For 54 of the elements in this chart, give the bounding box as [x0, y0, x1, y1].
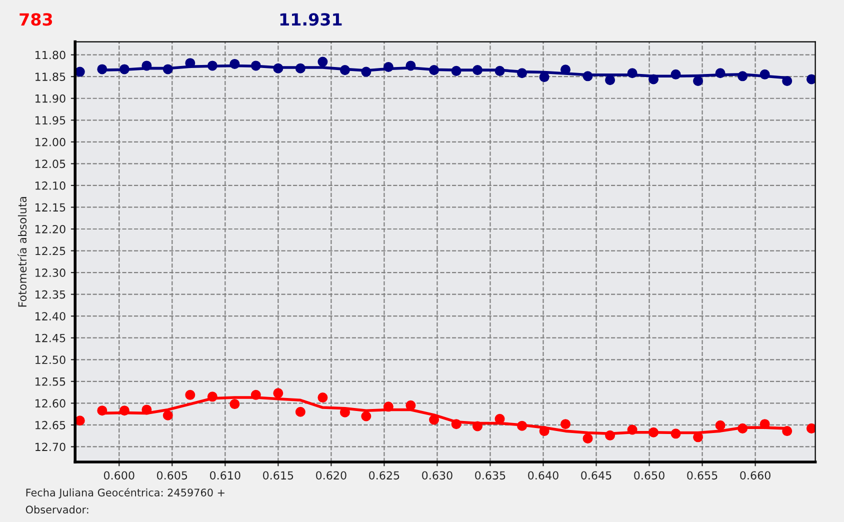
y-tick-label: 12.20 [36, 224, 66, 234]
x-tick-label: 0.615 [262, 471, 294, 480]
y-tick-label: 12.10 [36, 181, 66, 190]
point [75, 416, 85, 426]
x-tick-label: 0.645 [581, 471, 612, 480]
point [806, 74, 816, 84]
x-tick-label: 0.600 [104, 471, 134, 480]
x-tick-label: 0.650 [634, 471, 664, 480]
point [162, 410, 173, 420]
point [318, 392, 328, 403]
point [582, 433, 593, 444]
point [75, 66, 85, 77]
y-tick-label: 12.65 [36, 420, 66, 430]
x-tick-label: 0.660 [740, 471, 770, 480]
y-tick-label: 12.40 [36, 312, 66, 320]
x-tick-label: 0.625 [369, 471, 400, 480]
y-tick-label: 12.60 [36, 399, 66, 408]
y-tick-label: 11.85 [36, 72, 66, 81]
point [560, 419, 571, 430]
y-tick-label: 12.45 [36, 334, 66, 342]
point [605, 75, 616, 86]
text: 11.931 [280, 13, 342, 26]
x-tick-label: 0.630 [422, 471, 452, 480]
y-tick-label: 12.35 [36, 290, 66, 299]
point [230, 399, 240, 410]
y-axis-title: Fotometría absoluta [18, 197, 27, 307]
y-tick-label: 12.15 [36, 203, 66, 212]
y-tick-label: 12.55 [36, 377, 66, 386]
y-tick-label: 12.70 [36, 442, 66, 452]
text: Fecha Juliana Geocéntrica: 2459760 + [26, 488, 224, 498]
point [806, 423, 816, 434]
point [185, 390, 196, 400]
y-tick-label: 12.00 [36, 138, 66, 146]
point [273, 388, 284, 398]
point [715, 420, 726, 430]
text: 783 [20, 13, 52, 26]
text: Observador: [26, 505, 88, 514]
y-tick-label: 12.30 [36, 268, 66, 277]
y-tick-label: 11.95 [36, 116, 66, 125]
point [361, 411, 372, 422]
x-tick-label: 0.635 [475, 471, 506, 480]
x-tick-label: 0.620 [316, 471, 346, 480]
y-tick-label: 12.50 [36, 356, 66, 364]
x-tick-label: 0.640 [528, 471, 558, 480]
y-tick-label: 12.05 [36, 160, 66, 168]
point [318, 56, 328, 67]
point [295, 406, 306, 417]
x-tick-label: 0.610 [210, 471, 240, 480]
y-tick-label: 12.25 [36, 246, 66, 256]
y-tick-label: 11.80 [36, 50, 66, 60]
y-tick-label: 11.90 [36, 94, 66, 103]
x-tick-label: 0.605 [156, 471, 188, 480]
point [693, 76, 704, 86]
x-tick-label: 0.655 [687, 471, 718, 480]
